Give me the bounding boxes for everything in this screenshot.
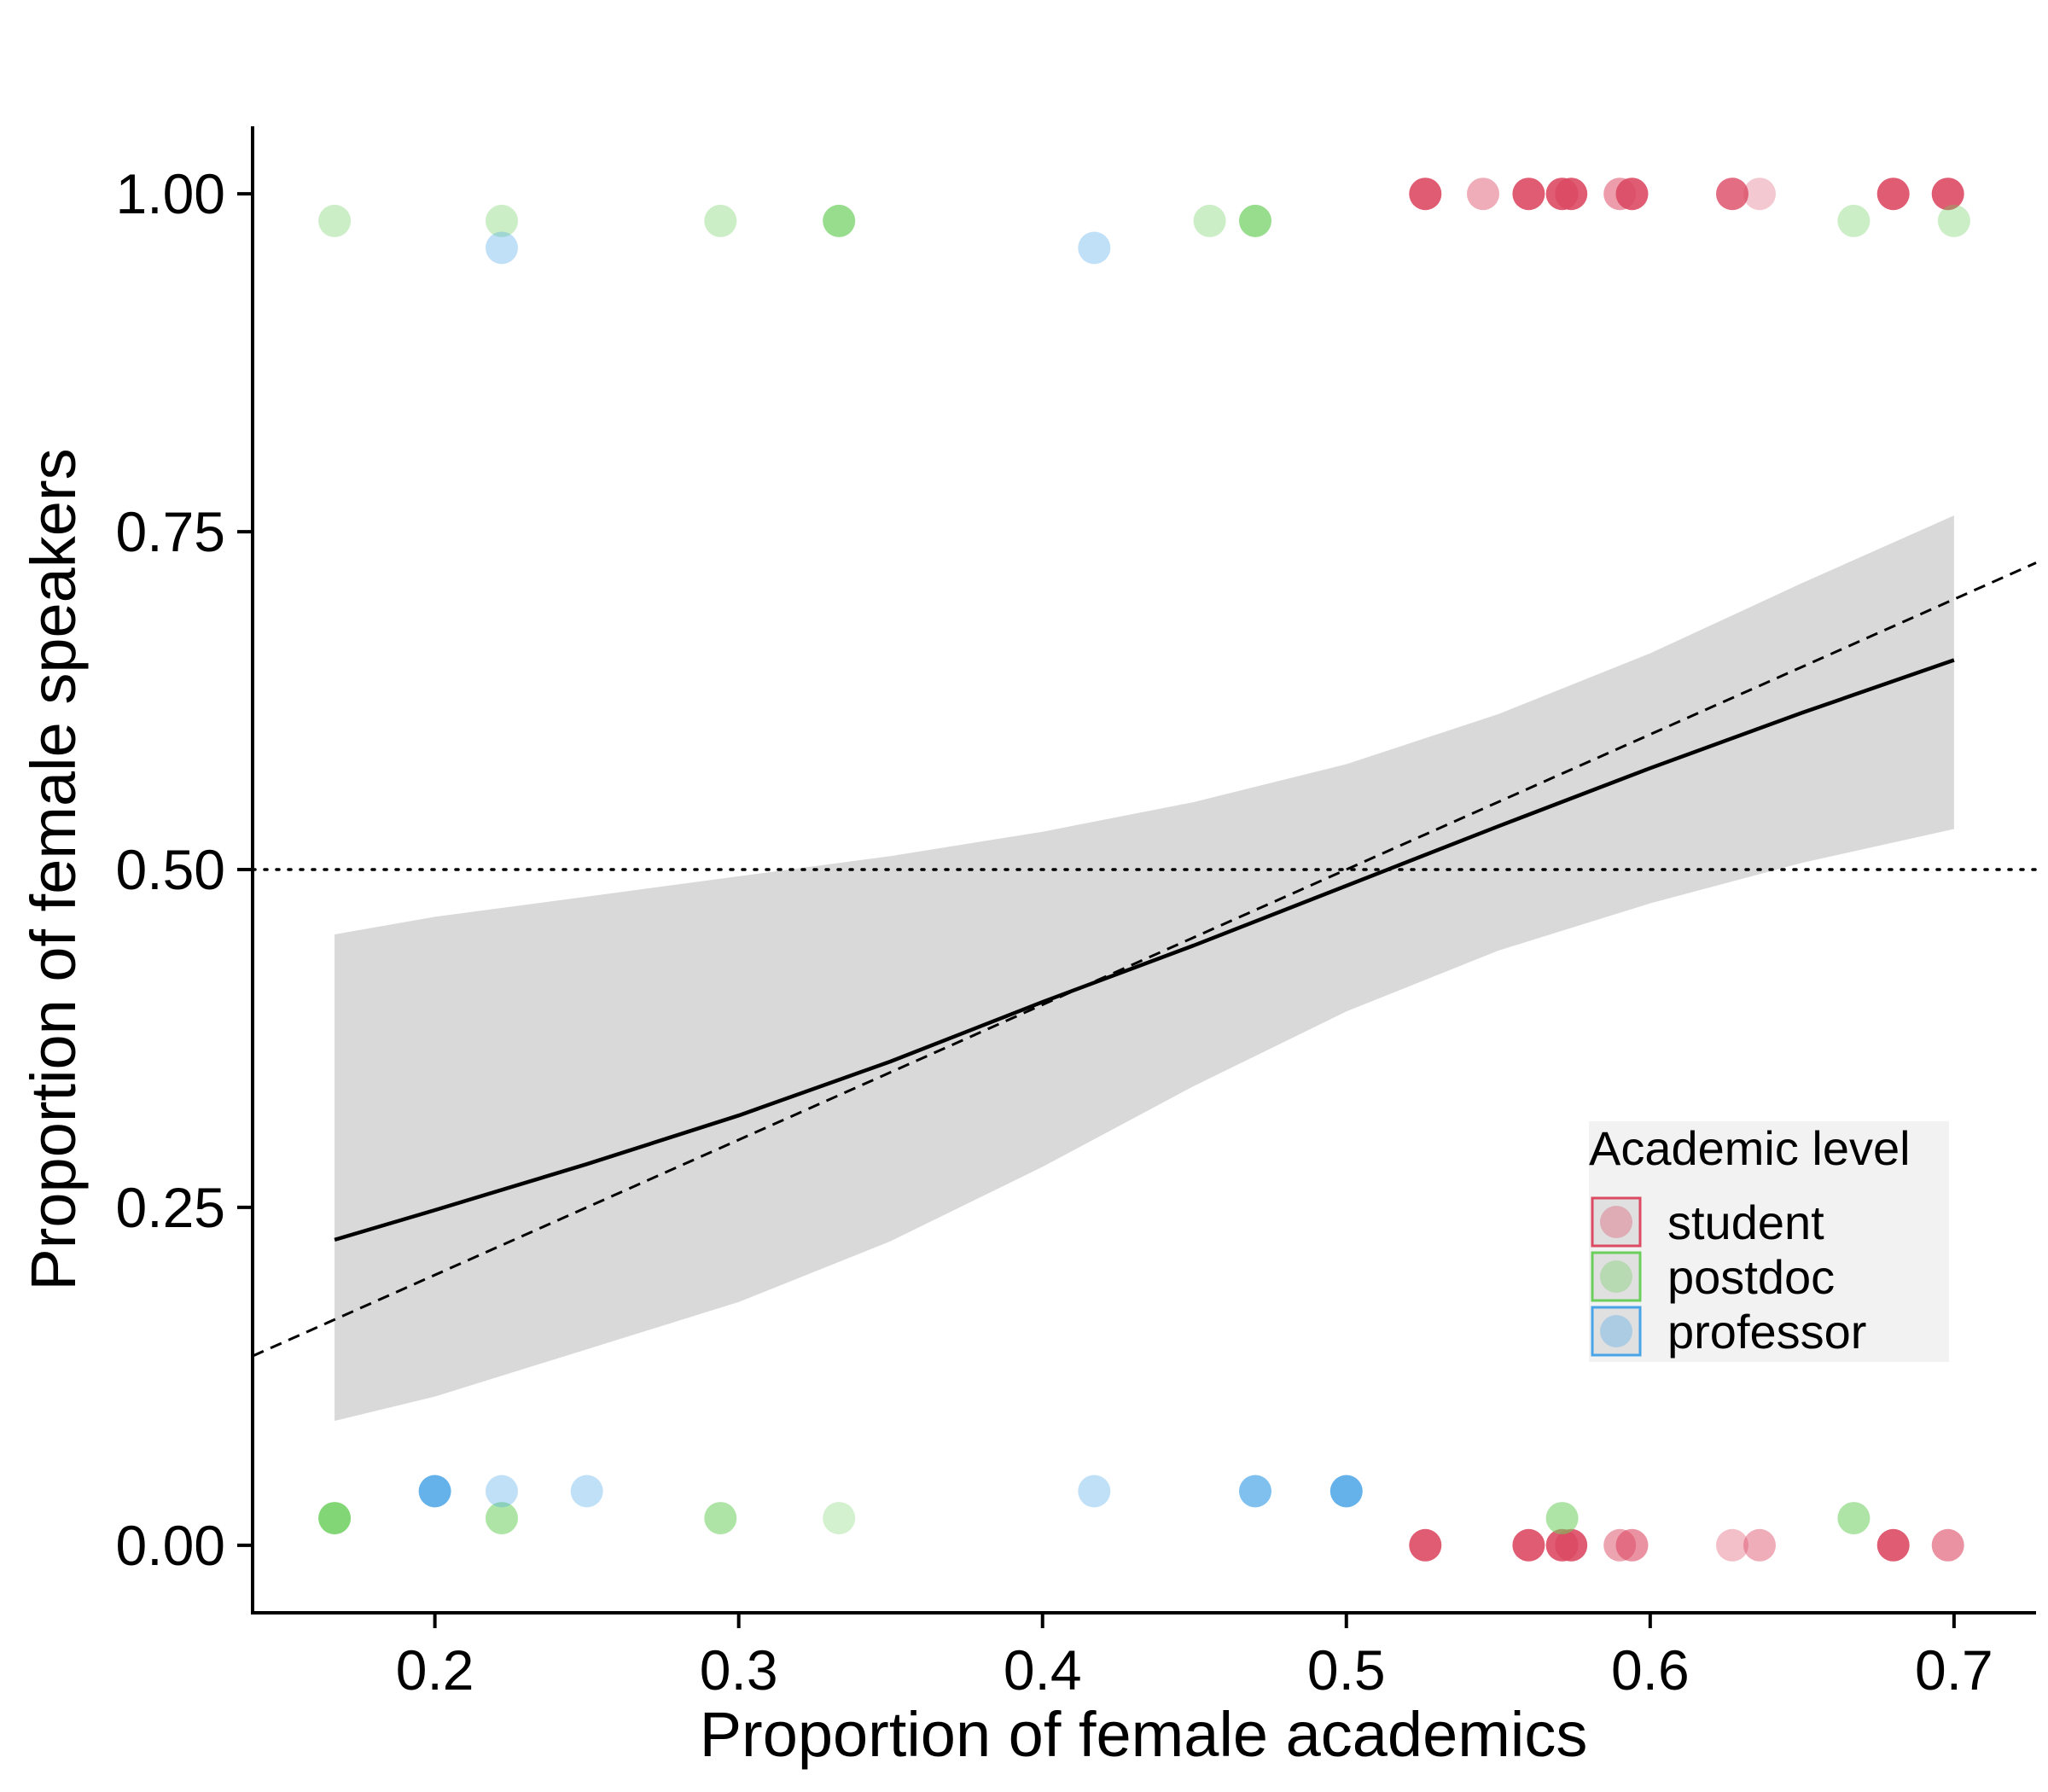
x-axis-title: Proportion of female academics xyxy=(700,1699,1588,1770)
confidence-band-layer xyxy=(335,515,1954,1422)
point-postdoc xyxy=(704,204,737,237)
point-postdoc xyxy=(823,204,856,237)
y-tick-label: 0.75 xyxy=(116,500,225,563)
point-student xyxy=(1512,177,1545,211)
point-postdoc xyxy=(486,1502,518,1535)
point-professor xyxy=(1239,1475,1271,1508)
point-student xyxy=(1615,1528,1649,1562)
point-professor xyxy=(570,1475,603,1508)
point-student xyxy=(1743,177,1776,211)
point-student xyxy=(1716,177,1748,211)
point-postdoc xyxy=(704,1502,737,1535)
y-tick-label: 0.25 xyxy=(116,1176,225,1239)
x-tick-label: 0.6 xyxy=(1611,1638,1690,1702)
point-student xyxy=(1555,1528,1588,1562)
point-professor xyxy=(1078,231,1111,265)
identity-line-dashed xyxy=(252,561,2037,1358)
point-professor xyxy=(1329,1475,1363,1508)
fit-line xyxy=(334,658,1955,1242)
legend-key-postdoc xyxy=(1591,1251,1642,1302)
point-student xyxy=(1876,1528,1910,1562)
point-postdoc xyxy=(318,1502,352,1535)
point-student xyxy=(1555,177,1588,211)
point-postdoc xyxy=(486,204,518,237)
y-axis-title: Proportion of female speakers xyxy=(18,448,89,1290)
legend-title: Academic level xyxy=(1589,1121,1911,1175)
legend-key-professor xyxy=(1591,1306,1642,1357)
x-tick-label: 0.7 xyxy=(1915,1638,1993,1702)
point-student xyxy=(1409,1528,1442,1562)
point-student xyxy=(1931,1528,1964,1562)
point-postdoc xyxy=(1239,204,1271,237)
point-professor xyxy=(486,1475,518,1508)
legend-label-professor: professor xyxy=(1667,1305,1866,1359)
y-tick-label: 1.00 xyxy=(116,162,225,225)
point-student xyxy=(1876,177,1910,211)
reference-lines-layer xyxy=(251,561,2038,1358)
x-tick-label: 0.5 xyxy=(1307,1638,1386,1702)
point-professor xyxy=(486,231,518,265)
confidence-band xyxy=(335,515,1954,1422)
fit-line-layer xyxy=(334,658,1955,1242)
point-professor xyxy=(1078,1475,1111,1508)
point-student xyxy=(1716,1528,1748,1562)
point-postdoc xyxy=(823,1502,856,1535)
legend-label-postdoc: postdoc xyxy=(1667,1250,1835,1304)
point-student xyxy=(1467,177,1499,211)
point-student xyxy=(1743,1528,1776,1562)
x-tick-label: 0.4 xyxy=(1004,1638,1082,1702)
point-student xyxy=(1615,177,1649,211)
point-postdoc xyxy=(318,204,352,237)
point-professor xyxy=(418,1475,451,1508)
point-postdoc xyxy=(1545,1502,1579,1535)
point-postdoc xyxy=(1837,1502,1871,1535)
point-postdoc xyxy=(1837,204,1871,237)
point-postdoc xyxy=(1193,204,1226,237)
x-tick-label: 0.3 xyxy=(700,1638,778,1702)
y-tick-label: 0.00 xyxy=(116,1514,225,1577)
ticks-layer: 0.2 0.3 0.4 0.5 0.6 0.7 0.00 0.25 0.50 0.75 1.00 xyxy=(116,162,1993,1702)
legend-label-student: student xyxy=(1667,1196,1824,1249)
legend-key-student xyxy=(1591,1196,1642,1248)
point-postdoc xyxy=(1937,204,1970,237)
point-student xyxy=(1409,177,1442,211)
legend-marker-professor xyxy=(1600,1315,1632,1347)
point-student xyxy=(1931,177,1964,211)
x-tick-label: 0.2 xyxy=(396,1638,474,1702)
legend-background xyxy=(1589,1121,1949,1362)
legend-marker-postdoc xyxy=(1600,1260,1632,1293)
points-layer xyxy=(318,177,1970,1562)
point-student xyxy=(1512,1528,1545,1562)
y-tick-label: 0.50 xyxy=(116,838,225,901)
legend-marker-student xyxy=(1600,1206,1632,1238)
